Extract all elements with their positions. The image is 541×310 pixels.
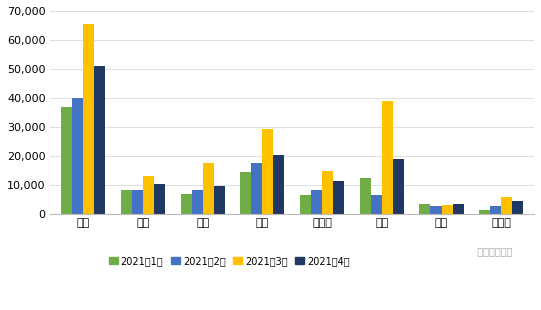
Bar [121,189,132,214]
Bar [453,204,464,214]
Bar [300,195,311,214]
Bar [360,178,371,214]
Bar [322,171,333,214]
Bar [311,189,322,214]
Bar [333,181,344,214]
Bar [240,172,252,214]
Text: 汽车电子设计: 汽车电子设计 [471,246,513,256]
Legend: 2021年1月, 2021年2月, 2021年3月, 2021年4月: 2021年1月, 2021年2月, 2021年3月, 2021年4月 [109,256,349,266]
Bar [181,194,192,214]
Bar [382,101,393,214]
Bar [72,98,83,214]
Bar [262,129,273,214]
Bar [512,201,523,214]
Bar [252,163,262,214]
Bar [154,184,165,214]
Bar [143,176,154,214]
Bar [490,206,501,214]
Bar [132,189,143,214]
Bar [393,159,404,214]
Bar [203,163,214,214]
Bar [214,186,225,214]
Bar [273,155,285,214]
Bar [419,204,431,214]
Bar [83,24,94,214]
Bar [501,197,512,214]
Bar [192,189,203,214]
Bar [479,210,490,214]
Bar [431,206,441,214]
Bar [94,66,105,214]
Bar [61,107,72,214]
Bar [441,205,453,214]
Bar [371,195,382,214]
